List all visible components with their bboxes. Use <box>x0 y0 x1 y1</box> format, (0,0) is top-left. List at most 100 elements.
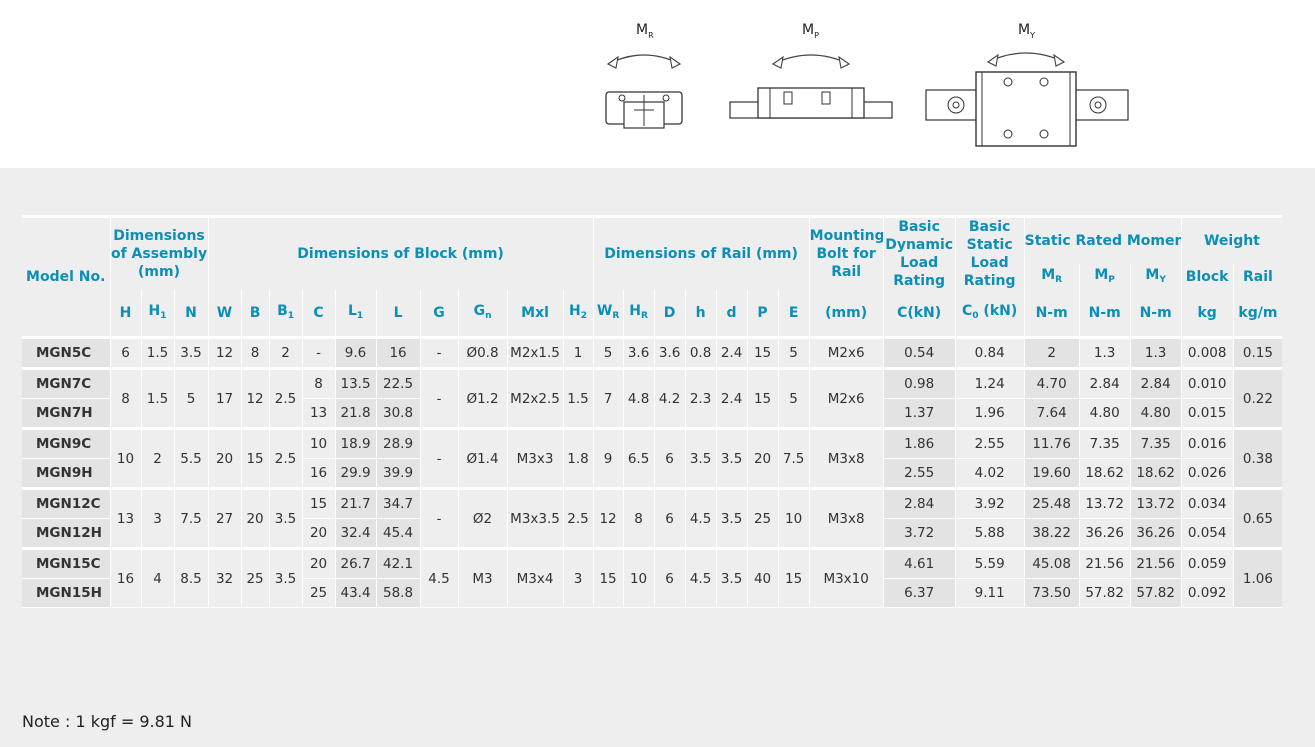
table-cell: 20 <box>301 547 336 579</box>
diagram-area <box>0 0 1315 168</box>
table-cell: M3x8 <box>808 487 884 549</box>
table-cell: 1.96 <box>954 398 1025 429</box>
table-cell: 4.8 <box>622 367 655 429</box>
table-cell: 10 <box>622 547 655 608</box>
table-row: MGN15C 16 4 8.5 32 25 3.5 20 26.7 42.1 4.5 M3 M3x4 3 1… <box>22 547 1283 608</box>
header-weight-rail-unit: kg/m <box>1232 290 1283 338</box>
table-cell: 1.86 <box>882 427 956 459</box>
table-cell: 5.5 <box>173 427 209 489</box>
header-sub-col: B <box>240 290 270 338</box>
table-cell: 2.5 <box>268 367 303 429</box>
header-sub-col: H1 <box>140 290 174 338</box>
header-moment-y: MY <box>1129 264 1182 290</box>
table-cell: - <box>419 427 459 489</box>
header-sub-col: W <box>207 290 242 338</box>
table-cell: 27 <box>207 487 242 549</box>
table-row: MGN7C 8 1.5 5 17 12 2.5 8 13.5 22.5- Ø1.2 M2x2.5 1.5… <box>22 367 1283 429</box>
header-sub-col: G <box>419 290 459 338</box>
header-sub-col: C(kN) <box>882 290 956 338</box>
table-cell: 26.7 <box>334 547 377 579</box>
table-cell: 32 <box>207 547 242 608</box>
table-cell: 0.092 <box>1180 578 1234 608</box>
table-cell: 0.034 <box>1180 487 1234 519</box>
table-cell: 0.98 <box>882 367 956 399</box>
table-cell: 13 <box>301 398 336 429</box>
table-cell: 4.80 <box>1078 398 1131 429</box>
table-cell: 22.5 <box>375 367 421 399</box>
table-cell: - <box>419 487 459 549</box>
table-cell: M2x2.5 <box>506 367 564 429</box>
table-cell: 43.4 <box>334 578 377 608</box>
table-cell: 3.5 <box>684 427 717 489</box>
table-cell: 1.37 <box>882 398 956 429</box>
table-cell: 16 <box>301 458 336 489</box>
header-sub-col: C0 (kN) <box>954 290 1025 338</box>
header-static: Basic Static Load Rating <box>954 215 1025 290</box>
mr-label: MR <box>636 22 654 40</box>
table-cell: 3.5 <box>268 487 303 549</box>
table-cell: M2x6 <box>808 367 884 429</box>
header-weight: Weight <box>1180 215 1283 264</box>
table-cell: 15 <box>746 336 779 369</box>
table-cell: 0.8 <box>684 336 717 369</box>
table-row: MGN9C 10 2 5.5 20 15 2.5 10 18.9 28.9- Ø1.4 M3x3 1.8… <box>22 427 1283 489</box>
header-moment-r: MR <box>1023 264 1080 290</box>
table-cell: 57.82 <box>1129 578 1182 608</box>
note: Note : 1 kgf = 9.81 N <box>22 712 193 731</box>
table-cell: 16 <box>109 547 141 608</box>
header-sub-col: Mxl <box>506 290 564 338</box>
table-cell: 3.5 <box>715 547 748 608</box>
table-cell: 38.22 <box>1023 518 1080 549</box>
mp-rotation-diagram <box>729 54 893 119</box>
table-cell: 6 <box>653 427 686 489</box>
table-cell: 2.4 <box>715 336 748 369</box>
table-cell: 2.84 <box>1129 367 1182 399</box>
table-cell: 20 <box>301 518 336 549</box>
table-cell: 4.5 <box>684 487 717 549</box>
table-cell: 19.60 <box>1023 458 1080 489</box>
table-cell: 21.56 <box>1129 547 1182 579</box>
table-cell: 16 <box>375 336 421 369</box>
table-cell: - <box>301 336 336 369</box>
table-cell: 6.5 <box>622 427 655 489</box>
table-cell: Ø2 <box>457 487 508 549</box>
table-cell: 1.3 <box>1078 336 1131 369</box>
table-cell: 3.5 <box>173 336 209 369</box>
table-cell: 6 <box>653 487 686 549</box>
header-moment-p: MP <box>1078 264 1131 290</box>
table-cell: 58.8 <box>375 578 421 608</box>
table-cell: 20 <box>240 487 270 549</box>
table-cell: 9 <box>592 427 624 489</box>
table-cell: 20 <box>746 427 779 489</box>
header-weight-block-unit: kg <box>1180 290 1234 338</box>
header-moment: Static Rated Moment <box>1023 215 1182 264</box>
table-cell: 0.84 <box>954 336 1025 369</box>
table-cell: 3.6 <box>622 336 655 369</box>
table-cell: 18.62 <box>1129 458 1182 489</box>
table-cell: 1.5 <box>562 367 594 429</box>
model-cell: MGN15C <box>22 547 110 579</box>
header-sub-col: L1 <box>334 290 377 338</box>
table-cell: 2.5 <box>562 487 594 549</box>
table-cell: 3.92 <box>954 487 1025 519</box>
table-cell: 30.8 <box>375 398 421 429</box>
spec-table: Model No. Dimensions of Assembly (mm) Dime… <box>22 215 1283 608</box>
table-row: MGN15H 25 43.4 58.8 6.37 9.11 73.50 57.82 57.82 0… <box>22 578 1282 608</box>
header-sub-col: D <box>653 290 686 338</box>
header-sub-col: L <box>375 290 421 338</box>
table-cell: 15 <box>777 547 810 608</box>
table-cell: 3 <box>140 487 174 549</box>
table-cell: M3x3.5 <box>506 487 564 549</box>
table-cell: 29.9 <box>334 458 377 489</box>
table-cell: 2.4 <box>715 367 748 429</box>
header-sub-col: C <box>301 290 336 338</box>
header-sub-col: H2 <box>562 290 594 338</box>
table-cell: 1.8 <box>562 427 594 489</box>
table-cell: 4.80 <box>1129 398 1182 429</box>
table-cell: 21.56 <box>1078 547 1131 579</box>
table-cell: 18.9 <box>334 427 377 459</box>
table-cell: 4.5 <box>684 547 717 608</box>
table-cell: 36.26 <box>1129 518 1182 549</box>
model-cell: MGN5C <box>22 336 110 369</box>
table-cell: - <box>419 336 459 369</box>
